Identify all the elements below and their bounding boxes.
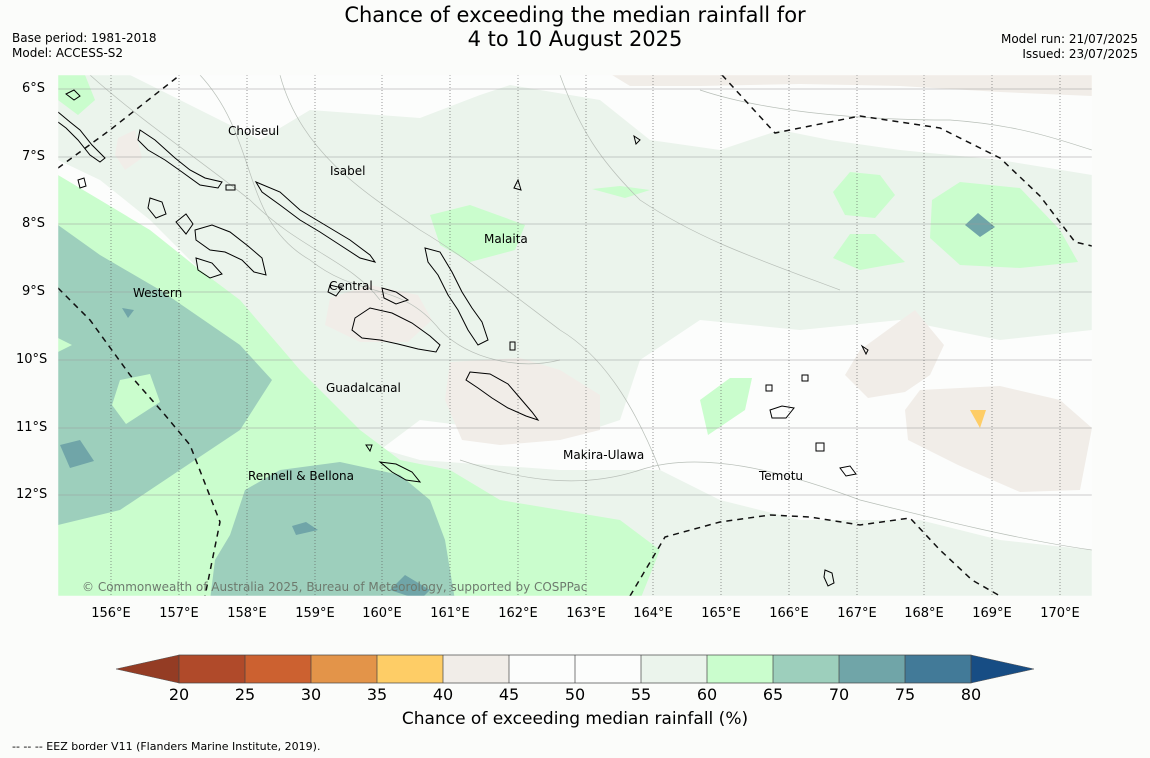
colorbar-tick: 70 xyxy=(828,685,850,704)
region-label-makira-ulawa: Makira-Ulawa xyxy=(563,448,645,462)
lon-label: 156°E xyxy=(91,606,131,621)
map-subtitle: 4 to 10 August 2025 xyxy=(467,27,683,51)
lon-label: 159°E xyxy=(295,606,335,621)
lon-label: 169°E xyxy=(972,606,1012,621)
islands xyxy=(58,89,869,587)
lon-label: 162°E xyxy=(498,606,538,621)
colorbar-tick: 30 xyxy=(300,685,322,704)
lon-label: 165°E xyxy=(701,606,741,621)
colorbar xyxy=(115,654,1035,684)
lon-label: 158°E xyxy=(227,606,267,621)
eez-border xyxy=(58,75,1092,596)
colorbar-tick: 75 xyxy=(894,685,916,704)
region-label-guadalcanal: Guadalcanal xyxy=(326,381,401,395)
colorbar-tick: 55 xyxy=(630,685,652,704)
colorbar-tick: 65 xyxy=(762,685,784,704)
region-label-temotu: Temotu xyxy=(759,469,804,483)
contour-40-45 xyxy=(612,75,1092,96)
lon-label: 170°E xyxy=(1040,606,1080,621)
colorbar-tick: 40 xyxy=(432,685,454,704)
lon-label: 168°E xyxy=(904,606,944,621)
contour-70-75 xyxy=(60,440,94,468)
lon-label: 161°E xyxy=(430,606,470,621)
lon-label: 163°E xyxy=(566,606,606,621)
lon-label: 166°E xyxy=(769,606,809,621)
meta-right: Model run: 21/07/2025 Issued: 23/07/2025 xyxy=(1001,32,1138,62)
map-title: Chance of exceeding the median rainfall … xyxy=(344,3,806,27)
lat-label: 9°S xyxy=(22,284,46,299)
copyright-notice: © Commonwealth of Australia 2025, Bureau… xyxy=(82,580,588,594)
model-run: Model run: 21/07/2025 xyxy=(1000,32,1138,46)
region-label-choiseul: Choiseul xyxy=(228,124,280,138)
base-period: Base period: 1981-2018 xyxy=(12,31,157,45)
lon-label: 160°E xyxy=(362,606,402,621)
model-name: Model: ACCESS-S2 xyxy=(12,46,124,60)
lon-label: 157°E xyxy=(159,606,199,621)
colorbar-tick: 35 xyxy=(366,685,388,704)
lat-label: 12°S xyxy=(16,487,48,502)
region-label-central: Central xyxy=(329,279,373,293)
region-label-western: Western xyxy=(133,286,183,300)
lon-label: 167°E xyxy=(837,606,877,621)
lon-label: 164°E xyxy=(633,606,673,621)
issued-date: Issued: 23/07/2025 xyxy=(1022,47,1138,61)
lat-label: 10°S xyxy=(16,352,48,367)
contour-65-70 xyxy=(58,225,272,525)
colorbar-tick: 20 xyxy=(168,685,190,704)
colorbar-tick: 50 xyxy=(564,685,586,704)
colorbar-tick: 45 xyxy=(498,685,520,704)
meta-left: Base period: 1981-2018 Model: ACCESS-S2 xyxy=(12,31,157,61)
region-label-rennell-bellona: Rennell & Bellona xyxy=(248,469,355,483)
lat-label: 7°S xyxy=(22,149,46,164)
colorbar-tick: 60 xyxy=(696,685,718,704)
contour-35-40 xyxy=(970,410,986,428)
colorbar-tick: 80 xyxy=(960,685,982,704)
region-label-malaita: Malaita xyxy=(484,232,528,246)
colorbar-label: Chance of exceeding median rainfall (%) xyxy=(401,709,749,729)
contour-55-60 xyxy=(58,75,1092,450)
region-label-isabel: Isabel xyxy=(330,164,366,178)
lat-label: 11°S xyxy=(16,420,48,435)
graticule xyxy=(58,88,1092,496)
footnote: -- -- -- EEZ border V11 (Flanders Marine… xyxy=(12,740,321,753)
colorbar-tick: 25 xyxy=(234,685,256,704)
lat-label: 8°S xyxy=(22,216,46,231)
lat-label: 6°S xyxy=(22,81,46,96)
